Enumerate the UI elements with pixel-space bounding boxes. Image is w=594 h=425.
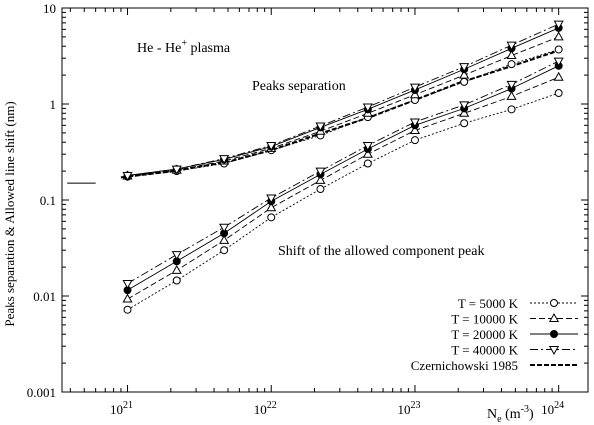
series-line-peaks-2 xyxy=(127,27,559,176)
series-line-reference-8 xyxy=(120,49,559,179)
data-point-triangle-up xyxy=(459,107,470,117)
data-point-circle-open xyxy=(550,299,558,307)
data-point-triangle-down xyxy=(548,346,560,356)
data-point-triangle-up xyxy=(409,124,421,134)
legend: T = 5000 KT = 10000 KT = 20000 KT = 4000… xyxy=(411,296,578,373)
series-line-peaks-3 xyxy=(127,23,559,176)
data-point-circle-open xyxy=(554,89,563,98)
data-point-circle-filled xyxy=(550,330,558,338)
series-line-shift-5 xyxy=(127,76,559,300)
legend-label: T = 40000 K xyxy=(451,343,518,358)
series-line-peaks-0 xyxy=(127,49,559,178)
data-point-triangle-up xyxy=(506,49,517,60)
legend-label: T = 20000 K xyxy=(451,327,518,342)
data-point-triangle-up xyxy=(266,202,277,212)
data-point-circle-open xyxy=(316,185,325,194)
data-point-circle-open xyxy=(554,45,563,54)
data-point-triangle-down xyxy=(315,167,326,177)
x-tick-label: 1022 xyxy=(254,400,277,417)
data-point-triangle-down xyxy=(459,63,470,73)
data-point-triangle-down xyxy=(266,194,277,204)
data-point-triangle-up xyxy=(315,174,326,184)
data-point-triangle-down xyxy=(362,141,373,151)
data-point-triangle-up xyxy=(506,90,517,100)
data-point-triangle-down xyxy=(122,171,133,182)
data-point-triangle-up xyxy=(219,234,230,244)
data-point-triangle-up xyxy=(548,312,560,322)
data-point-triangle-up xyxy=(171,264,182,274)
data-point-triangle-down xyxy=(553,57,564,67)
data-point-circle-open xyxy=(460,77,469,86)
data-point-triangle-up xyxy=(362,148,373,158)
data-point-triangle-down xyxy=(315,122,326,132)
data-point-triangle-down xyxy=(459,101,470,111)
data-point-triangle-down xyxy=(409,118,421,128)
data-point-triangle-up xyxy=(553,71,564,81)
data-point-triangle-down xyxy=(122,279,133,290)
y-tick-label: 10 xyxy=(43,1,56,16)
x-axis-label: Ne (m-3) xyxy=(487,404,534,425)
data-point-circle-open xyxy=(363,159,372,168)
series-line-shift-6 xyxy=(127,65,559,291)
data-point-triangle-down xyxy=(506,80,517,90)
data-point-triangle-down xyxy=(219,155,230,165)
data-point-triangle-up xyxy=(459,69,470,79)
legend-label: T = 10000 K xyxy=(451,312,518,327)
data-point-triangle-down xyxy=(171,165,182,175)
data-point-circle-open xyxy=(507,60,516,69)
legend-label: T = 5000 K xyxy=(458,296,519,311)
series-line-shift-4 xyxy=(127,92,559,311)
data-point-triangle-down xyxy=(553,20,564,30)
series-line-shift-7 xyxy=(127,60,559,284)
data-point-circle-open xyxy=(123,305,132,314)
x-tick-label: 1021 xyxy=(110,400,133,417)
data-point-triangle-down xyxy=(219,223,230,233)
title-annotation: He - He+ plasma xyxy=(137,38,231,56)
data-point-circle-open xyxy=(172,276,181,285)
peaks-separation-label: Peaks separation xyxy=(252,79,346,94)
y-axis-label: Peaks separation & Allowed line shift (n… xyxy=(2,101,17,326)
x-tick-label: 1023 xyxy=(397,400,420,417)
y-tick-label: 0.01 xyxy=(33,289,56,304)
y-tick-label: 0.001 xyxy=(27,385,56,400)
y-tick-label: 0.1 xyxy=(40,193,56,208)
data-point-triangle-down xyxy=(266,141,277,151)
legend-label: Czernichowski 1985 xyxy=(411,358,518,373)
data-point-triangle-down xyxy=(171,251,182,261)
data-point-circle-open xyxy=(220,246,229,255)
series-line-peaks-1 xyxy=(127,36,559,177)
y-tick-label: 1 xyxy=(50,97,57,112)
data-point-circle-open xyxy=(410,136,419,145)
data-point-triangle-up xyxy=(122,293,133,303)
data-point-circle-open xyxy=(507,105,516,114)
data-point-triangle-down xyxy=(362,103,373,113)
data-point-triangle-down xyxy=(506,41,517,51)
x-tick-label: 1024 xyxy=(541,400,564,417)
data-point-circle-open xyxy=(267,213,276,222)
data-point-triangle-up xyxy=(553,31,564,41)
data-point-circle-open xyxy=(460,119,469,128)
allowed-shift-label: Shift of the allowed component peak xyxy=(278,244,484,259)
data-point-triangle-down xyxy=(409,83,421,93)
